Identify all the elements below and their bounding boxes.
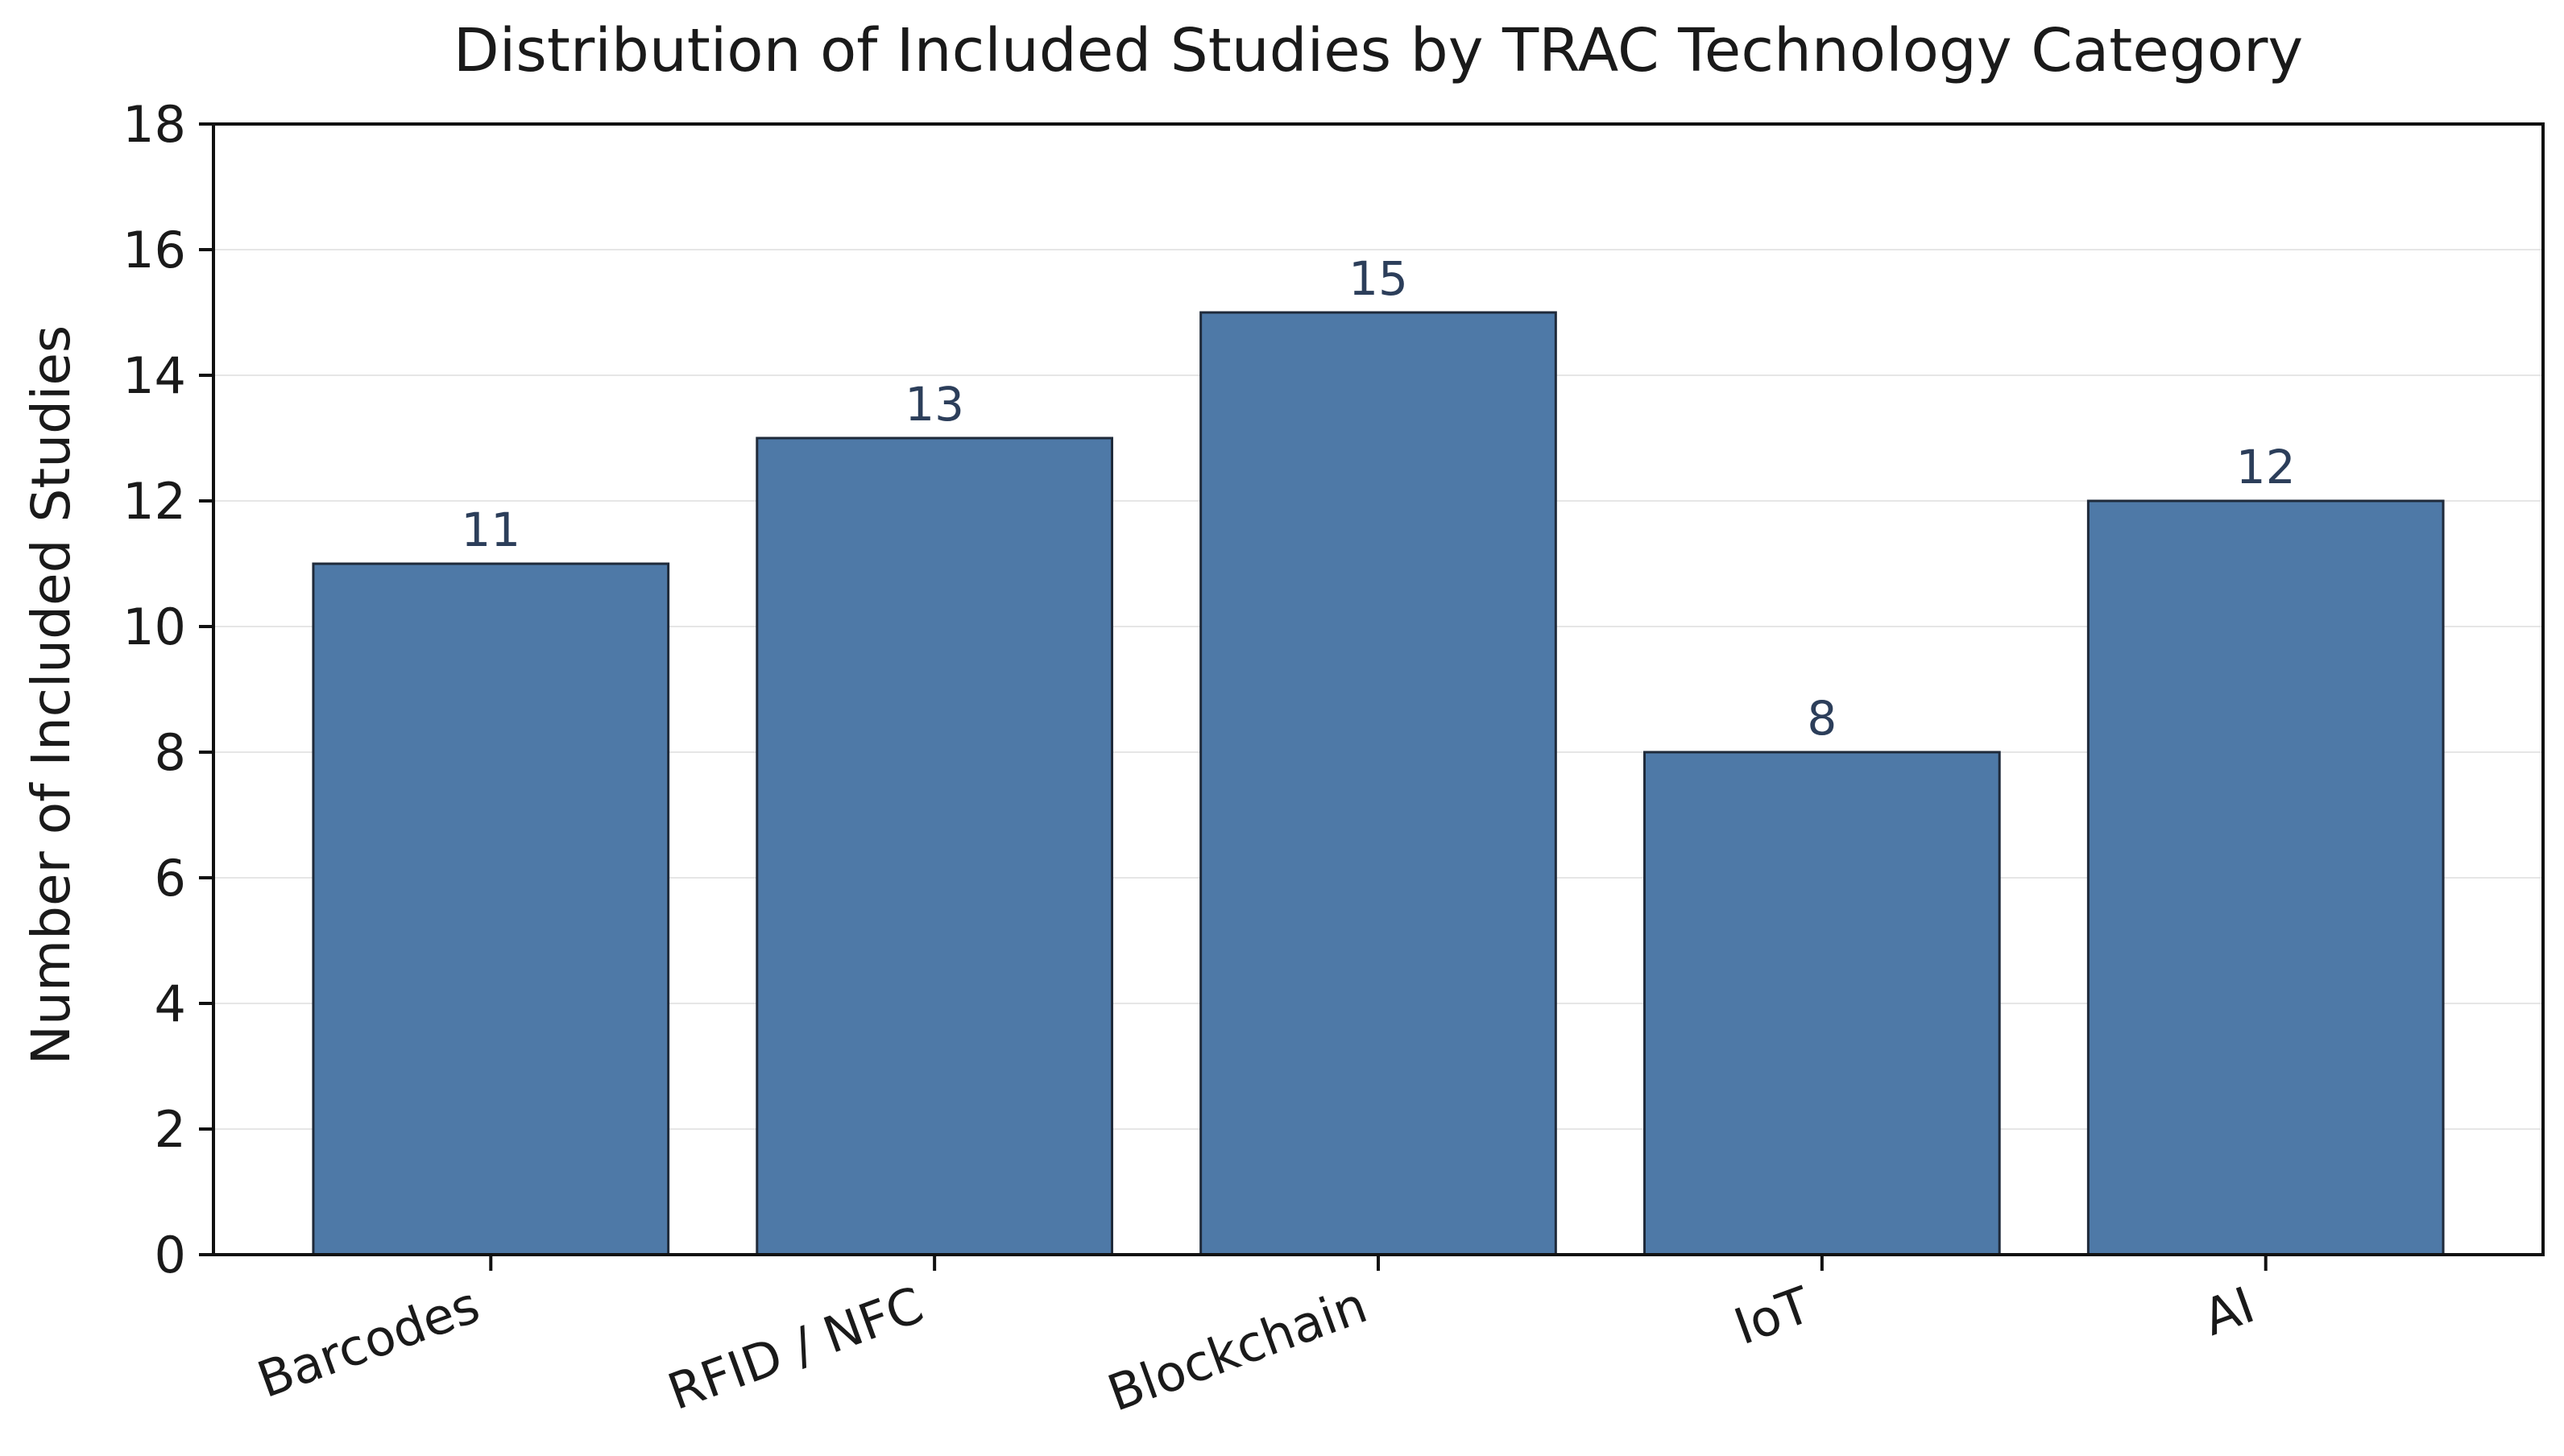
y-tick-label: 6 [155,849,186,908]
y-tick-label: 8 [155,723,186,782]
bar-value-label: 13 [905,377,964,432]
y-axis-ticks: 0 2 4 6 8 10 12 14 16 18 [122,95,213,1284]
bar [1199,311,1557,1256]
y-tick-label: 16 [122,221,186,279]
bar [1643,751,2001,1256]
plot-frame [212,122,2545,1256]
bar [756,436,1113,1256]
x-tick-label: IoT [1727,1275,1819,1356]
bar-value-label: 8 [1807,691,1837,746]
bars [312,311,2445,1256]
x-axis-ticks: Barcodes RFID / NFC Blockchain IoT AI [250,1255,2268,1423]
bar [2086,499,2445,1256]
bar-value-labels: 11 13 15 8 12 [461,251,2295,746]
bar [312,562,670,1256]
bar-value-label: 15 [1348,251,1408,306]
bar-value-label: 11 [461,503,520,557]
x-tick-label: Blockchain [1100,1275,1374,1422]
y-tick-label: 14 [122,346,186,405]
y-tick-label: 12 [122,472,186,531]
y-tick-label: 0 [155,1226,186,1284]
x-tick-label: AI [2196,1275,2262,1346]
y-tick-label: 10 [122,598,186,656]
y-tick-label: 2 [155,1100,186,1159]
y-tick-label: 4 [155,974,186,1033]
y-axis-label: Number of Included Studies [20,325,82,1065]
x-tick-label: Barcodes [250,1275,487,1409]
chart-title: Distribution of Included Studies by TRAC… [454,16,2303,85]
x-tick-label: RFID / NFC [661,1275,930,1421]
y-tick-label: 18 [122,95,186,154]
bar-value-label: 12 [2236,440,2296,494]
